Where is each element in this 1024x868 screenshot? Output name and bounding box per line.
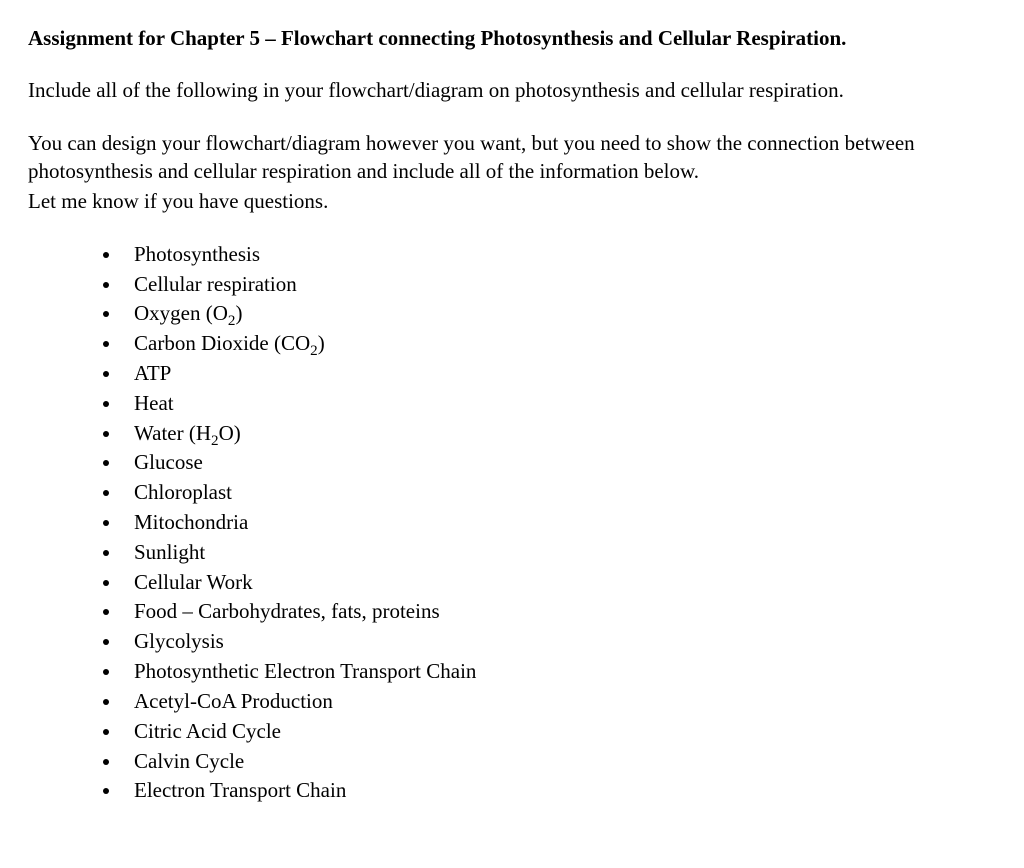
list-item-text-pre: Glycolysis: [134, 629, 224, 653]
intro-paragraph: Include all of the following in your flo…: [28, 76, 996, 104]
list-item-text-pre: Glucose: [134, 450, 203, 474]
list-item-text-pre: Cellular respiration: [134, 272, 297, 296]
list-item-text-pre: Heat: [134, 391, 174, 415]
list-item: Photosynthetic Electron Transport Chain: [122, 657, 996, 687]
list-item: Citric Acid Cycle: [122, 717, 996, 747]
instructions-line-2: Let me know if you have questions.: [28, 187, 996, 215]
list-item: Oxygen (O2): [122, 299, 996, 329]
list-item: Glucose: [122, 448, 996, 478]
list-item-subscript: 2: [211, 433, 219, 449]
list-item: Sunlight: [122, 538, 996, 568]
list-item-text-pre: Carbon Dioxide (CO: [134, 331, 310, 355]
list-item-text-pre: Water (H: [134, 421, 211, 445]
list-item: Acetyl-CoA Production: [122, 687, 996, 717]
list-item: Chloroplast: [122, 478, 996, 508]
list-item-subscript: 2: [310, 343, 318, 359]
list-item: Mitochondria: [122, 508, 996, 538]
list-item-text-pre: Oxygen (O: [134, 301, 228, 325]
list-item: Carbon Dioxide (CO2): [122, 329, 996, 359]
list-item: Cellular respiration: [122, 270, 996, 300]
list-item: Food – Carbohydrates, fats, proteins: [122, 597, 996, 627]
assignment-title: Assignment for Chapter 5 – Flowchart con…: [28, 24, 996, 52]
list-item-text-pre: Chloroplast: [134, 480, 232, 504]
list-item-text-post: O): [219, 421, 241, 445]
list-item: Glycolysis: [122, 627, 996, 657]
list-item-text-pre: Electron Transport Chain: [134, 778, 346, 802]
required-terms-list: Photosynthesis Cellular respiration Oxygen…: [28, 240, 996, 806]
list-item-text-pre: Photosynthetic Electron Transport Chain: [134, 659, 476, 683]
list-item-text-pre: Cellular Work: [134, 570, 253, 594]
list-item-text-pre: Calvin Cycle: [134, 749, 244, 773]
list-item-text-pre: Citric Acid Cycle: [134, 719, 281, 743]
list-item: Water (H2O): [122, 419, 996, 449]
list-item-text-pre: Photosynthesis: [134, 242, 260, 266]
list-item: Calvin Cycle: [122, 747, 996, 777]
list-item-text-pre: Food – Carbohydrates, fats, proteins: [134, 599, 440, 623]
list-item-text-pre: ATP: [134, 361, 171, 385]
list-item-text-pre: Mitochondria: [134, 510, 248, 534]
list-item: Cellular Work: [122, 568, 996, 598]
list-item: ATP: [122, 359, 996, 389]
list-item: Electron Transport Chain: [122, 776, 996, 806]
list-item: Heat: [122, 389, 996, 419]
list-item-text-pre: Sunlight: [134, 540, 205, 564]
list-item: Photosynthesis: [122, 240, 996, 270]
list-item-text-pre: Acetyl-CoA Production: [134, 689, 333, 713]
list-item-text-post: ): [235, 301, 242, 325]
list-item-text-post: ): [318, 331, 325, 355]
instructions-line-1: You can design your flowchart/diagram ho…: [28, 129, 996, 186]
